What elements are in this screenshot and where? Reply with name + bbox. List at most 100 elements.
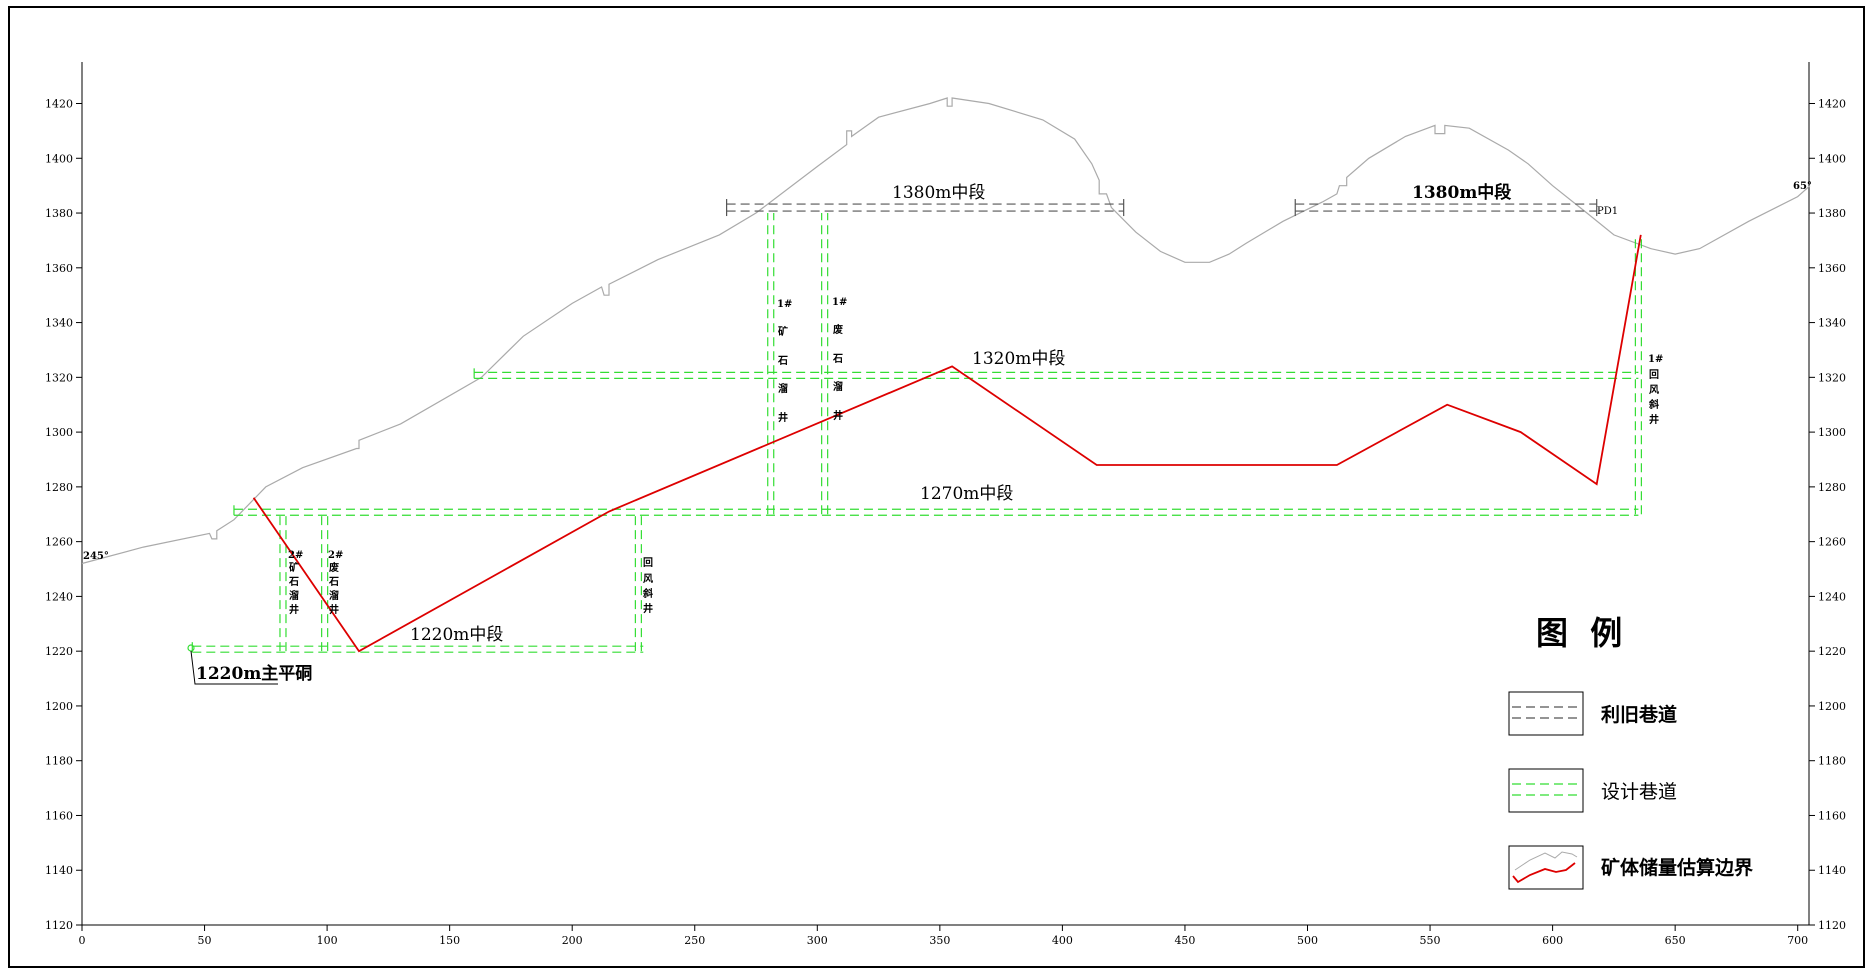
- axis-ticks: 0 50 100 150 200 250 300 350 400 450 500 550 600 650 7…: [45, 98, 1846, 947]
- main-adit-marker: [187, 644, 278, 685]
- ore-pass-1-char: 矿: [778, 325, 788, 338]
- ore-pass-1-label: 1# 矿 石 溜 井: [777, 299, 792, 424]
- x-tick-label: 450: [1174, 934, 1195, 947]
- level-1320-label: 1320m中段: [972, 349, 1065, 369]
- y-tick-label-left: 1420: [45, 98, 73, 111]
- x-tick-label: 200: [562, 934, 583, 947]
- x-tick-label: 600: [1542, 934, 1563, 947]
- x-tick-label: 550: [1420, 934, 1441, 947]
- legend-label-design: 设计巷道: [1601, 781, 1677, 803]
- y-tick-label-right: 1380: [1818, 207, 1846, 220]
- waste-pass-2-char: 井: [329, 603, 339, 616]
- return-inclined-1-char: 风: [1649, 384, 1659, 396]
- legend-box-existing: [1508, 691, 1584, 736]
- y-tick-label-left: 1400: [45, 152, 73, 165]
- y-tick-label-left: 1300: [45, 426, 73, 439]
- y-tick-label-right: 1300: [1818, 426, 1846, 439]
- y-tick-label-left: 1120: [45, 919, 73, 932]
- y-tick-label-left: 1160: [45, 809, 73, 822]
- return-inclined-1-char: 斜: [1648, 398, 1659, 411]
- return-inclined-char: 风: [643, 573, 653, 585]
- return-inclined-char: 井: [643, 602, 653, 615]
- design-tunnels: [191, 213, 1642, 653]
- y-tick-label-left: 1180: [45, 755, 73, 768]
- y-tick-label-left: 1140: [45, 864, 73, 877]
- return-inclined-label: 回 风 斜 井: [642, 557, 653, 615]
- azimuth-left-label: 245°: [83, 551, 109, 562]
- waste-pass-2-char: 石: [328, 576, 339, 588]
- x-tick-label: 400: [1052, 934, 1073, 947]
- x-tick-label: 700: [1787, 934, 1808, 947]
- azimuth-right-label: 65°: [1793, 181, 1812, 192]
- y-tick-label-left: 1360: [45, 262, 73, 275]
- level-1220-label: 1220m中段: [410, 625, 503, 645]
- outer-border: [8, 6, 1865, 968]
- x-tick-label: 650: [1665, 934, 1686, 947]
- waste-pass-1-char: 井: [833, 409, 843, 422]
- legend-label-existing: 利旧巷道: [1601, 703, 1677, 726]
- return-inclined-1-label: 1# 回 风 斜 井: [1648, 354, 1663, 426]
- x-tick-label: 150: [439, 934, 460, 947]
- orebody-boundary-line: [252, 234, 1642, 653]
- y-tick-label-right: 1200: [1818, 700, 1846, 713]
- y-tick-label-left: 1280: [45, 481, 73, 494]
- x-tick-label: 500: [1297, 934, 1318, 947]
- existing-tunnels: [726, 199, 1598, 217]
- y-tick-label-right: 1280: [1818, 481, 1846, 494]
- legend-terrain-swatch: [1514, 851, 1578, 871]
- y-tick-label-left: 1320: [45, 371, 73, 384]
- y-tick-label-left: 1260: [45, 536, 73, 549]
- return-inclined-1-char: 回: [1649, 369, 1659, 381]
- waste-pass-1-char: 石: [832, 353, 843, 365]
- ore-pass-1-char: 溜: [778, 382, 788, 395]
- x-tick-label: 350: [929, 934, 950, 947]
- waste-pass-1-char: 溜: [833, 380, 843, 393]
- x-tick-label: 0: [79, 934, 86, 947]
- adit-portal-circle: [187, 644, 195, 652]
- ore-pass-2-label: 2# 矿 石 溜 井: [288, 550, 303, 616]
- return-inclined-char: 回: [643, 557, 653, 569]
- y-tick-label-right: 1420: [1818, 98, 1846, 111]
- legend-box-design: [1508, 768, 1584, 813]
- legend-label-orebody: 矿体储量估算边界: [1601, 856, 1753, 879]
- y-tick-label-right: 1360: [1818, 262, 1846, 275]
- ore-pass-1-char: 井: [778, 411, 788, 424]
- y-tick-label-right: 1160: [1818, 809, 1846, 822]
- return-inclined-1-char: 1#: [1648, 354, 1663, 365]
- ore-pass-2-char: 矿: [289, 561, 299, 574]
- y-tick-label-right: 1400: [1818, 152, 1846, 165]
- y-tick-label-right: 1320: [1818, 371, 1846, 384]
- level-1270-label: 1270m中段: [920, 484, 1013, 504]
- ore-pass-2-char: 溜: [289, 589, 299, 602]
- ore-pass-1-char: 1#: [777, 299, 792, 310]
- y-tick-label-right: 1180: [1818, 755, 1846, 768]
- terrain-profile-line: [81, 97, 1811, 565]
- ore-pass-2-char: 2#: [288, 550, 303, 561]
- y-tick-label-left: 1340: [45, 317, 73, 330]
- x-tick-label: 250: [684, 934, 705, 947]
- return-inclined-1-char: 井: [1649, 413, 1659, 426]
- adit-leader-line: [190, 650, 278, 685]
- legend-orebody-swatch: [1512, 862, 1576, 884]
- y-tick-label-left: 1380: [45, 207, 73, 220]
- y-tick-label-left: 1240: [45, 590, 73, 603]
- y-tick-label-right: 1260: [1818, 536, 1846, 549]
- waste-pass-1-label: 1# 废 石 溜 井: [832, 297, 847, 422]
- ore-pass-2-char: 石: [288, 576, 299, 588]
- y-tick-label-right: 1140: [1818, 864, 1846, 877]
- x-tick-label: 50: [198, 934, 212, 947]
- waste-pass-2-char: 废: [329, 561, 339, 574]
- legend-title: 图 例: [1536, 614, 1622, 652]
- waste-pass-1-char: 1#: [832, 297, 847, 308]
- waste-pass-2-char: 2#: [328, 550, 343, 561]
- legend-box-orebody: [1508, 845, 1584, 890]
- y-tick-label-right: 1220: [1818, 645, 1846, 658]
- level-1380-label-a: 1380m中段: [892, 183, 985, 203]
- y-tick-label-right: 1240: [1818, 590, 1846, 603]
- waste-pass-2-char: 溜: [329, 589, 339, 602]
- return-inclined-char: 斜: [642, 587, 653, 600]
- y-tick-label-right: 1340: [1818, 317, 1846, 330]
- level-1380-label-b: 1380m中段: [1412, 182, 1511, 203]
